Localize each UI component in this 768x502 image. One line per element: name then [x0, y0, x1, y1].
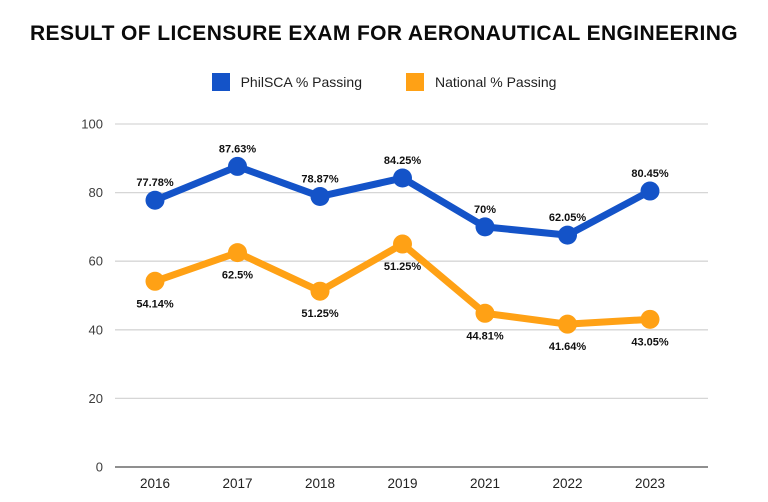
- data-label-1-2023: 43.05%: [631, 336, 669, 348]
- data-label-1-2017: 62.5%: [222, 270, 253, 282]
- national-color-swatch-icon: [406, 73, 424, 91]
- data-point-1-2021: [475, 303, 495, 323]
- x-axis-label-2023: 2023: [635, 476, 665, 491]
- data-point-1-2018: [310, 281, 330, 301]
- data-label-1-2021: 44.81%: [466, 330, 504, 342]
- legend-label-national: National % Passing: [435, 74, 557, 90]
- x-axis-label-2016: 2016: [140, 476, 170, 491]
- data-point-1-2017: [228, 243, 247, 263]
- data-label-0-2018: 78.87%: [301, 173, 339, 185]
- data-label-0-2021: 70%: [474, 204, 496, 216]
- data-label-1-2018: 51.25%: [301, 308, 339, 320]
- data-point-0-2019: [393, 168, 412, 188]
- data-label-1-2016: 54.14%: [136, 298, 174, 310]
- data-point-0-2022: [558, 225, 577, 245]
- data-label-1-2022: 41.64%: [549, 341, 587, 353]
- data-label-1-2019: 51.25%: [384, 261, 422, 273]
- y-axis-tick-80: 80: [89, 185, 103, 200]
- page-title: RESULT OF LICENSURE EXAM FOR AERONAUTICA…: [29, 22, 738, 45]
- legend: PhilSCA % Passing National % Passing: [0, 73, 768, 91]
- y-axis-tick-100: 100: [81, 117, 103, 132]
- data-point-0-2023: [640, 181, 660, 201]
- legend-item-philsca: PhilSCA % Passing: [211, 73, 362, 91]
- data-point-0-2016: [145, 190, 165, 210]
- chart-canvas: 0 20 40 60 80 100 2016 2017 2018 2019 2021 2022 2023…: [81, 117, 708, 491]
- data-point-1-2023: [640, 309, 660, 329]
- data-label-0-2017: 87.63%: [219, 143, 257, 155]
- data-label-0-2016: 77.78%: [136, 177, 174, 189]
- data-point-0-2018: [310, 186, 330, 206]
- line-chart: 0 20 40 60 80 100 2016 2017 2018 2019 2021 2022 2023…: [0, 105, 768, 502]
- data-label-0-2022: 62.05%: [549, 212, 587, 224]
- philsca-color-swatch-icon: [211, 73, 230, 91]
- y-axis-tick-60: 60: [89, 254, 103, 269]
- data-point-1-2022: [558, 314, 577, 334]
- x-axis-label-2022: 2022: [552, 476, 582, 491]
- legend-label-philsca: PhilSCA % Passing: [240, 74, 362, 90]
- x-axis-label-2017: 2017: [222, 476, 252, 491]
- x-axis-label-2018: 2018: [305, 476, 335, 491]
- data-point-1-2019: [393, 234, 412, 254]
- y-axis-tick-40: 40: [89, 322, 103, 337]
- data-label-0-2019: 84.25%: [384, 155, 422, 167]
- data-point-0-2017: [228, 156, 247, 176]
- data-label-0-2023: 80.45%: [631, 168, 669, 180]
- x-axis-label-2019: 2019: [387, 476, 417, 491]
- y-axis-tick-20: 20: [89, 391, 103, 406]
- data-point-0-2021: [475, 217, 495, 237]
- data-point-1-2016: [145, 271, 165, 291]
- x-axis-label-2021: 2021: [470, 476, 500, 491]
- y-axis-tick-0: 0: [96, 460, 103, 475]
- legend-item-national: National % Passing: [406, 73, 556, 91]
